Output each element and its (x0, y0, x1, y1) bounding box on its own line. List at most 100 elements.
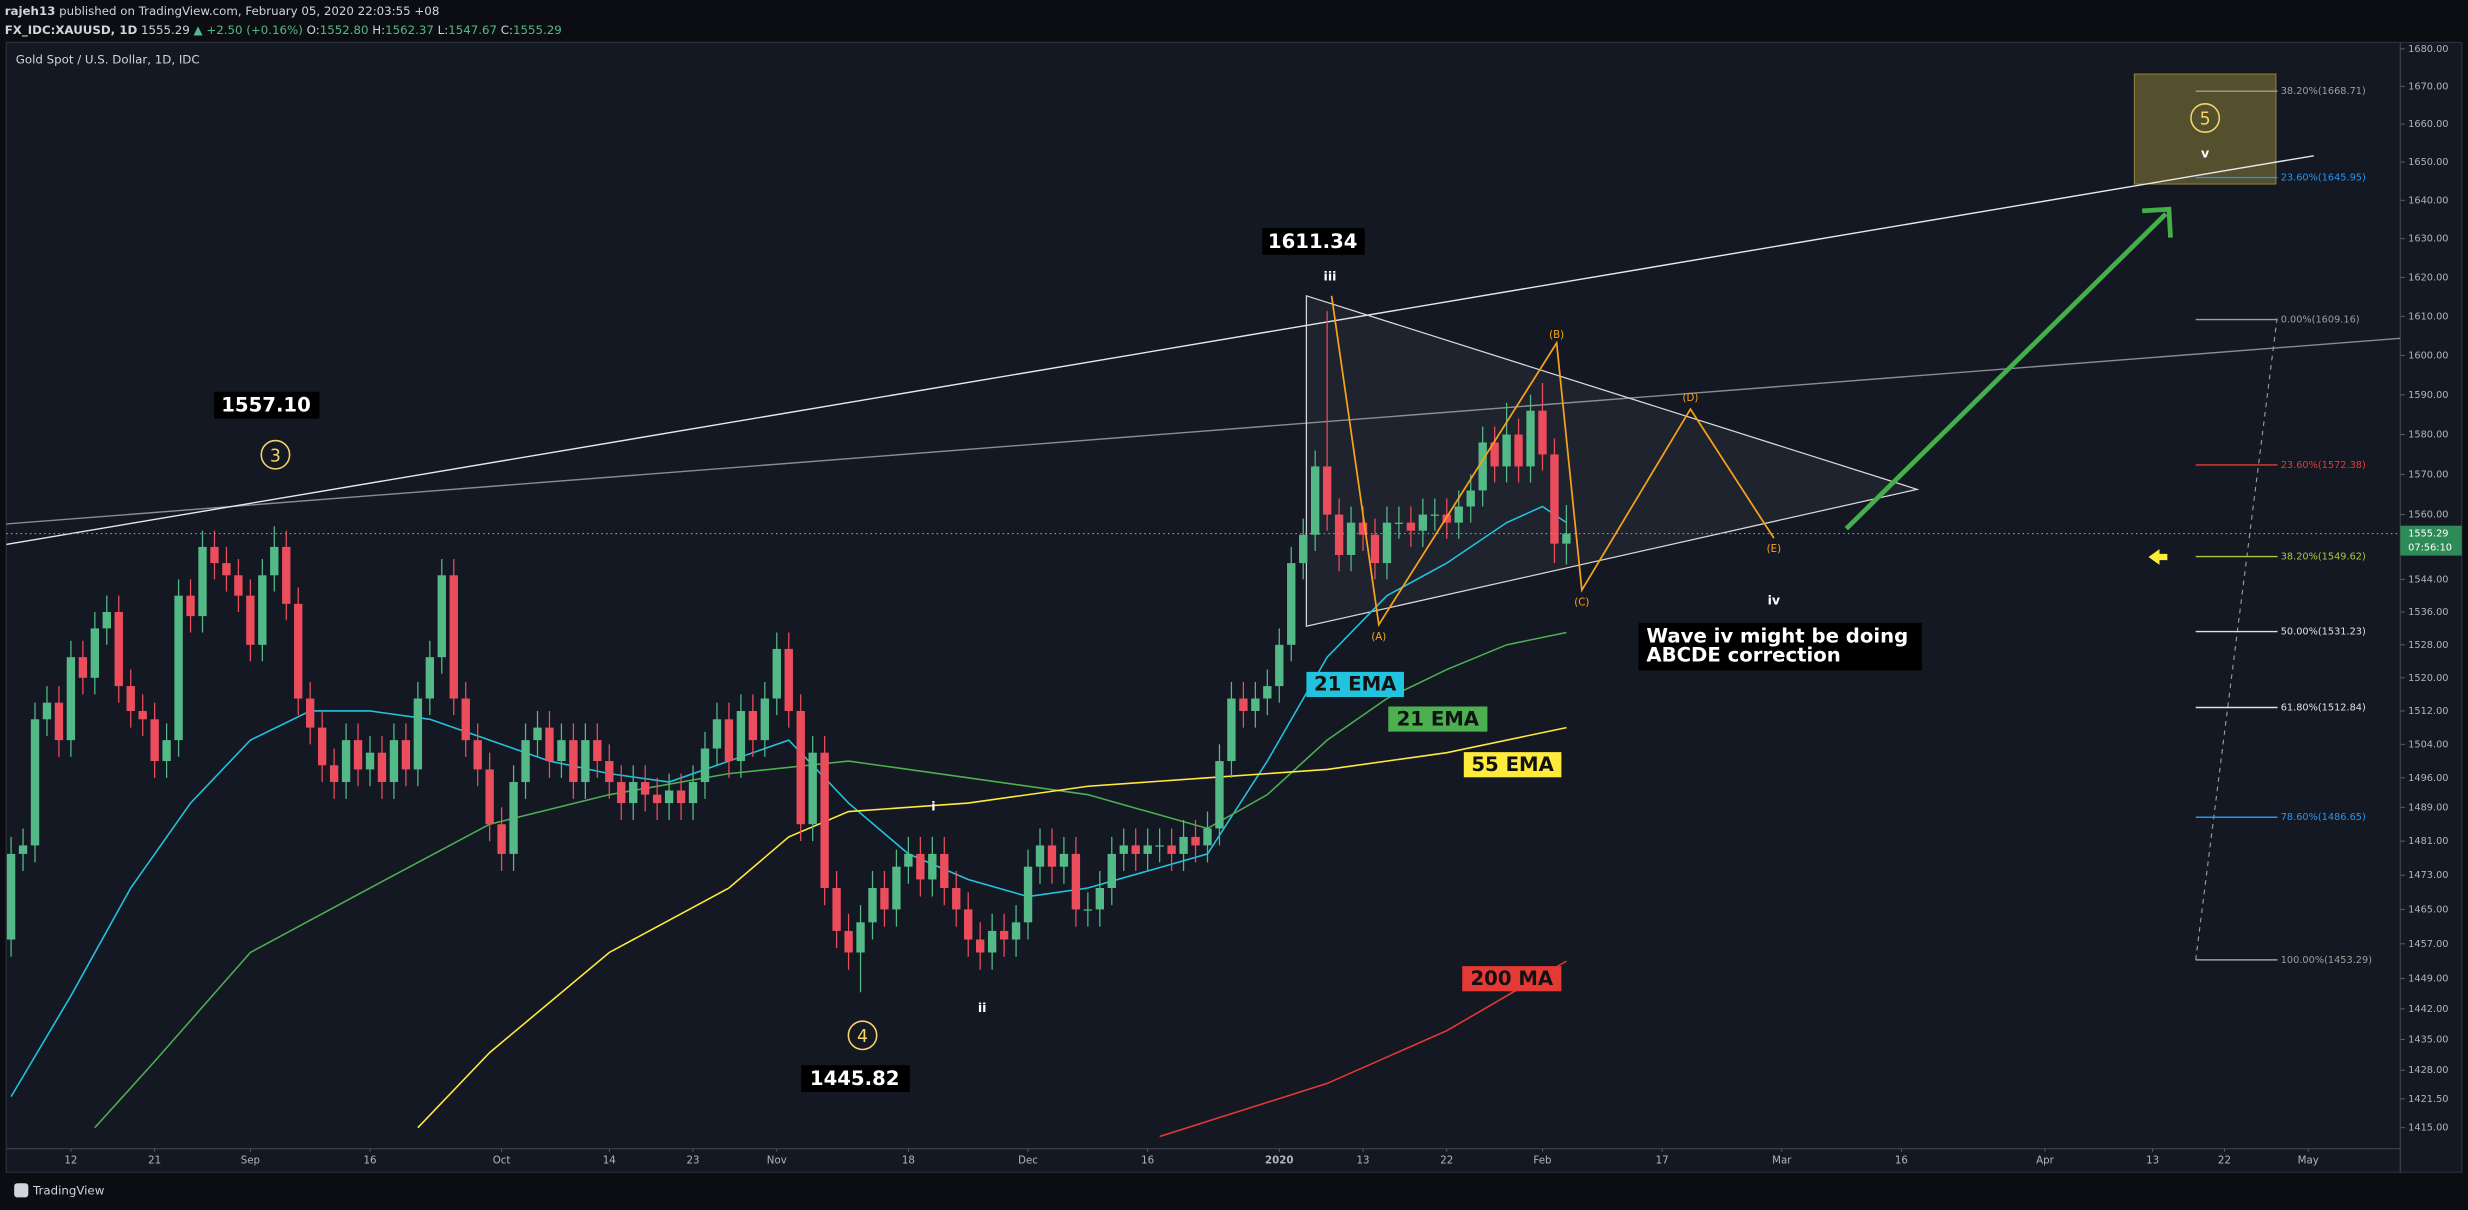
y-tick-label: 1512.00 (2408, 706, 2448, 717)
candle-body (6, 853, 16, 940)
candle-body (1047, 845, 1057, 867)
wave-label: i (931, 799, 935, 814)
y-tick-label: 1570.00 (2408, 469, 2448, 480)
y-tick-label: 1590.00 (2408, 390, 2448, 401)
series-tag: 21 EMA (1314, 673, 1397, 696)
symbol-line: FX_IDC:XAUUSD, 1D 1555.29 ▲ +2.50 (+0.16… (5, 22, 562, 37)
candle-body (760, 698, 770, 741)
fib-label: 50.00%(1531.23) (2281, 627, 2366, 638)
candle-body (1071, 853, 1081, 910)
candle-body (1023, 866, 1033, 923)
h-key: H: (372, 22, 385, 36)
series-tag-box (1388, 706, 1488, 732)
last-price-label: 1555.29 (2408, 529, 2448, 540)
moving-average (94, 631, 1567, 1129)
y-tick-label: 1580.00 (2408, 430, 2448, 441)
x-tick-label: 13 (2146, 1155, 2159, 1166)
candle-body (126, 686, 135, 711)
candle-body (772, 648, 781, 699)
x-tick-label: Sep (241, 1155, 260, 1166)
candle-body (999, 930, 1009, 940)
circled-wave: 5 (2200, 110, 2211, 130)
price-label: 1611.34 (1268, 230, 1358, 253)
published: published on TradingView.com, February 0… (55, 4, 439, 18)
candle-body (1454, 506, 1463, 523)
series-tag-box (1463, 752, 1562, 778)
candle-body (509, 782, 518, 854)
candle-body (1251, 698, 1260, 711)
candle-body (987, 930, 997, 953)
candle-body (1035, 845, 1045, 867)
y-tick-label: 1528.00 (2408, 640, 2448, 651)
candle-body (1418, 514, 1428, 531)
candle-body (1526, 410, 1535, 467)
candle-body (904, 853, 913, 867)
y-tick-label: 1489.00 (2408, 802, 2448, 813)
candle-body (652, 794, 662, 804)
candle-body (150, 719, 159, 762)
candle-body (868, 888, 877, 923)
candle-body (892, 866, 901, 910)
y-tick-label: 1544.00 (2408, 574, 2448, 585)
price-label: 1445.82 (810, 1067, 900, 1090)
candle-body (581, 740, 590, 783)
wave-circle (260, 439, 291, 470)
candle-body (688, 782, 698, 804)
price-label: 1557.10 (221, 393, 311, 416)
drawings (6, 73, 2401, 960)
x-tick-label: 16 (1141, 1155, 1154, 1166)
x-tick-label: 22 (1440, 1155, 1453, 1166)
candle-body (557, 740, 566, 762)
abcde-label: (D) (1683, 393, 1699, 404)
candle-body (533, 727, 542, 741)
price-label-box (1262, 228, 1365, 255)
candle-body (413, 698, 423, 770)
candle-body (975, 939, 985, 953)
c-key: C: (501, 22, 513, 36)
candle-body (629, 782, 638, 804)
triangle (1305, 294, 1920, 628)
candle-body (605, 761, 614, 783)
y-tick-label: 1660.00 (2408, 119, 2448, 130)
candle-body (1155, 845, 1164, 847)
candle-body (174, 595, 183, 741)
header-line: rajeh13 published on TradingView.com, Fe… (5, 4, 440, 18)
candle-body (1011, 922, 1021, 940)
candle-body (1514, 434, 1523, 467)
l-val: 1547.67 (448, 22, 497, 36)
x-tick-label: Oct (493, 1155, 511, 1166)
footer-logo: TradingView (32, 1184, 105, 1198)
fib-label: 100.00%(1453.29) (2281, 955, 2372, 966)
candle-body (485, 769, 494, 825)
x-tick-label: Apr (2036, 1155, 2054, 1166)
candle-body (18, 845, 28, 854)
candle-body (1562, 533, 1571, 544)
symbol: FX_IDC:XAUUSD, 1D (5, 22, 138, 37)
y-tick-label: 1415.00 (2408, 1123, 2448, 1134)
candle-body (832, 888, 841, 931)
candle-body (1490, 442, 1499, 467)
c-val: 1555.29 (513, 22, 562, 36)
o-val: 1552.80 (320, 22, 369, 36)
x-tick-label: Dec (1018, 1155, 1038, 1166)
y-tick-label: 1620.00 (2408, 272, 2448, 283)
candle-body (1478, 442, 1487, 491)
trendline-white (6, 155, 2314, 546)
candle-body (437, 575, 446, 658)
wave-label: ii (978, 1000, 987, 1015)
candle-body (796, 710, 805, 825)
last: 1555.29 (141, 22, 190, 36)
candle-body (246, 595, 255, 645)
candle-body (1382, 522, 1392, 564)
y-tick-label: 1650.00 (2408, 157, 2448, 168)
fib-label: 23.60%(1645.95) (2281, 173, 2366, 184)
candle-body (1406, 522, 1416, 531)
price-label-box (214, 391, 320, 419)
candle-body (305, 698, 315, 728)
candle-body (54, 702, 64, 741)
h-val: 1562.37 (385, 22, 434, 36)
candle-body (784, 648, 793, 711)
candle-body (1203, 828, 1212, 846)
candle-body (1466, 490, 1475, 507)
plot-area: 38.20%(1668.71) 23.60%(1645.95) 0.00%(1609… (6, 86, 2372, 1138)
